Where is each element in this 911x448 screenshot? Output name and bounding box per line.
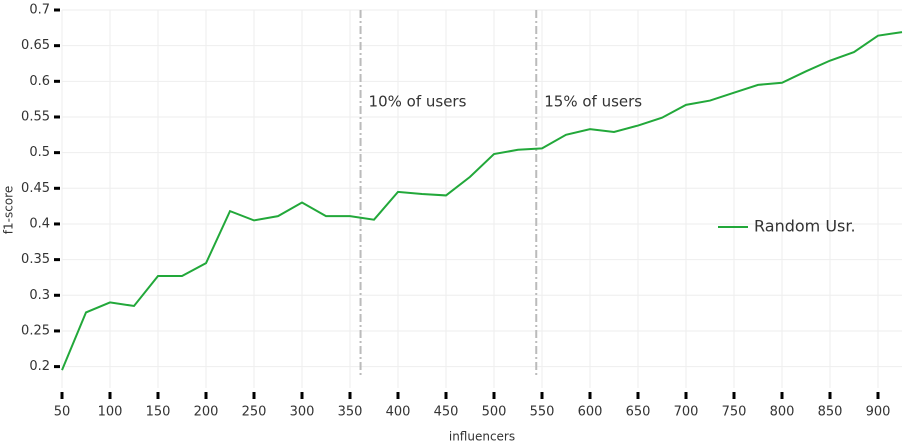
x-tick-label: 750 [722, 405, 747, 420]
y-tick-label: 0.2 [29, 359, 50, 374]
y-tick-label: 0.25 [21, 323, 50, 338]
y-tick-label: 0.45 [21, 181, 50, 196]
x-tick-label: 300 [290, 405, 315, 420]
x-axis-title: influencers [449, 430, 515, 444]
y-tick-label: 0.6 [29, 74, 50, 89]
y-tick-label: 0.5 [29, 145, 50, 160]
y-tick-label: 0.3 [29, 288, 50, 303]
x-tick-label: 450 [434, 405, 459, 420]
x-tick-label: 700 [674, 405, 699, 420]
x-tick-label: 50 [54, 405, 71, 420]
x-tick-label: 650 [626, 405, 651, 420]
x-tick-label: 250 [242, 405, 267, 420]
y-tick-label: 0.65 [21, 38, 50, 53]
x-tick-label: 600 [578, 405, 603, 420]
y-tick-label: 0.7 [29, 3, 50, 18]
y-tick-label: 0.55 [21, 109, 50, 124]
x-tick-label: 850 [818, 405, 843, 420]
annotation: 15% of users [544, 93, 642, 111]
x-tick-label: 900 [866, 405, 891, 420]
x-tick-label: 400 [386, 405, 411, 420]
line [61, 31, 903, 371]
y-axis-title: f1-score [2, 186, 16, 234]
legend-label: Random Usr. [754, 217, 856, 236]
x-tick-label: 550 [530, 405, 555, 420]
y-tick-label: 0.4 [29, 216, 50, 231]
x-tick-label: 500 [482, 405, 507, 420]
x-tick-label: 200 [194, 405, 219, 420]
x-tick-label: 800 [770, 405, 795, 420]
y-tick-label: 0.35 [21, 252, 50, 267]
x-tick-label: 150 [146, 405, 171, 420]
annotation: 10% of users [369, 93, 467, 111]
x-tick-label: 100 [98, 405, 123, 420]
x-tick-label: 350 [338, 405, 363, 420]
